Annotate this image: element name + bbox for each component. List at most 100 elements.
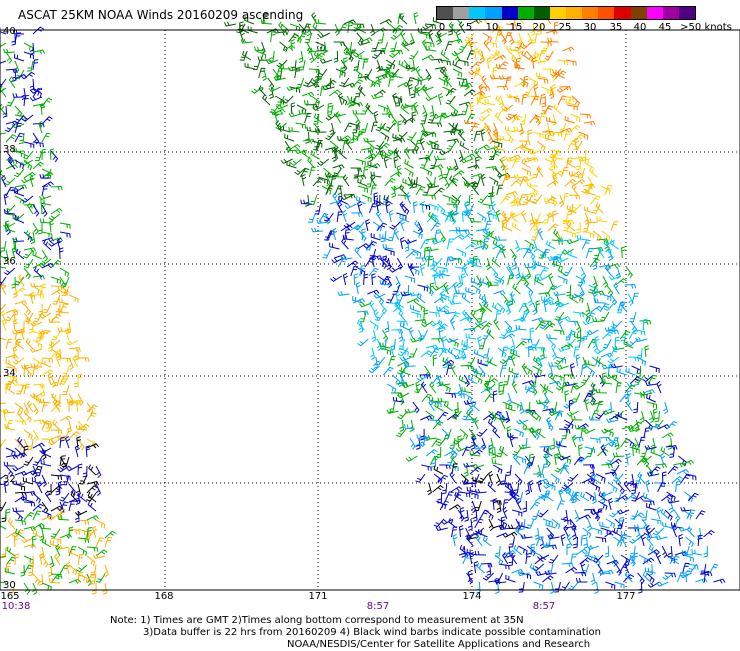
wind-barb [583,392,593,403]
wind-barb [41,401,49,413]
wind-barb [644,345,650,358]
wind-barb [339,77,350,87]
lon-label-174: 174 [462,591,482,602]
wind-barb [687,492,699,502]
wind-barb [315,139,323,151]
wind-barb [334,146,340,160]
wind-barb [536,165,544,178]
wind-barb [568,194,581,200]
wind-barb [571,95,581,107]
legend-label: 45 [658,22,672,33]
wind-barb [289,86,301,93]
wind-barb [606,246,614,259]
wind-barb [442,359,455,367]
wind-barb [325,131,336,141]
wind-barb [14,420,27,426]
wind-barb [331,149,337,163]
wind-barb [298,109,310,115]
wind-barb [59,455,66,467]
wind-barb [524,239,534,250]
wind-barb [55,303,61,316]
wind-barb [0,42,7,48]
wind-barb [92,582,97,595]
wind-barb [431,58,443,64]
wind-barb [654,410,660,423]
wind-barb [482,329,491,340]
wind-barb [458,81,470,88]
wind-barb [403,424,416,430]
wind-barb [462,392,473,403]
wind-barb [355,281,361,295]
wind-barb [3,267,16,276]
wind-barb [681,459,695,466]
wind-barb [506,264,514,277]
wind-barb [478,113,491,122]
wind-barb [32,339,43,350]
wind-barb [349,49,357,61]
wind-barb [490,266,499,279]
wind-barb [518,444,531,450]
wind-barb [673,462,686,468]
wind-barb [604,545,610,558]
wind-barb [520,534,533,539]
wind-barb [664,509,673,521]
wind-barb [300,199,312,205]
wind-barb [557,346,571,352]
wind-barb [634,437,641,450]
wind-barb [349,224,362,232]
wind-barb [619,300,628,313]
wind-barb [276,67,284,79]
wind-barb [511,381,518,394]
wind-barb [603,239,615,247]
wind-barb [77,438,85,451]
wind-barb [32,510,42,521]
wind-barb [636,356,647,366]
wind-barb [0,284,7,287]
wind-barb [582,527,592,538]
wind-barb [510,348,521,358]
wind-barb [280,125,291,133]
notes-block: Note: 1) Times are GMT 2)Times along bot… [110,615,601,651]
wind-barb [443,282,449,295]
wind-barb [77,393,84,406]
wind-barb [379,18,392,25]
wind-barb [572,311,584,318]
wind-barb [544,197,555,205]
wind-barb [390,344,396,358]
wind-barb [408,84,413,97]
wind-barb [452,533,458,547]
wind-barb [477,49,486,61]
wind-barb [709,563,719,574]
wind-barb [425,344,439,350]
wind-barb [595,536,607,543]
wind-barb [571,527,577,541]
wind-barb [59,222,71,229]
wind-barb [29,174,35,188]
wind-barb [398,338,405,350]
wind-barb [66,339,79,346]
wind-barb [447,177,459,187]
wind-barb [457,435,463,448]
wind-barb [542,542,555,547]
wind-barb [284,133,295,142]
wind-barb [594,347,607,355]
wind-barb [14,510,24,522]
wind-barb [599,303,610,313]
wind-barb [556,86,569,93]
wind-barb [432,265,442,277]
wind-barb [4,177,16,186]
wind-barb [439,500,450,511]
legend-swatch [614,7,631,19]
wind-barb [535,321,546,331]
wind-barb [526,518,535,529]
wind-barb [384,256,393,268]
wind-barb [613,282,620,295]
wind-barb [628,329,639,340]
wind-barb [601,378,613,385]
wind-barb [484,509,494,520]
wind-barb [388,209,394,223]
wind-barb [566,158,576,169]
wind-barb [571,392,581,403]
wind-barb [473,48,479,61]
wind-barb [352,79,364,88]
